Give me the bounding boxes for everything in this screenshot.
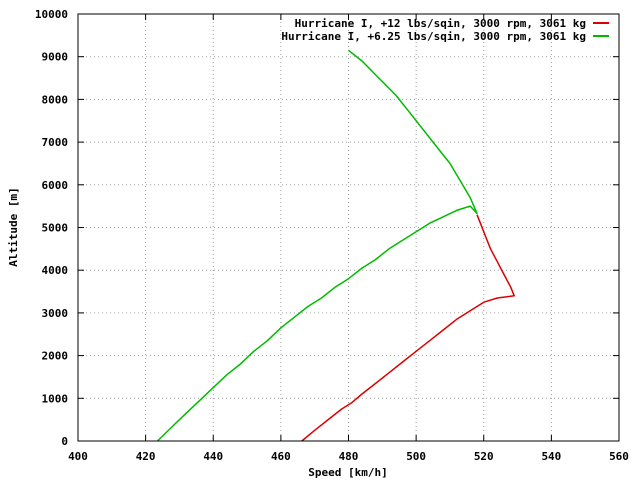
y-tick-label: 2000: [42, 350, 69, 363]
y-axis-label: Altitude [m]: [7, 187, 20, 266]
series-layer: [156, 49, 515, 442]
x-axis-label: Speed [km/h]: [308, 466, 387, 479]
x-tick-label: 420: [136, 450, 156, 463]
y-tick-label: 8000: [42, 93, 69, 106]
x-tick-label: 560: [609, 450, 629, 463]
x-tick-label: 500: [406, 450, 426, 463]
legend-label-2: Hurricane I, +6.25 lbs/sqin, 3000 rpm, 3…: [281, 30, 586, 43]
x-tick-label: 540: [541, 450, 561, 463]
x-tick-label: 460: [271, 450, 291, 463]
y-tick-label: 4000: [42, 264, 69, 277]
y-tick-label: 7000: [42, 136, 69, 149]
x-tick-label: 400: [68, 450, 88, 463]
y-tick-label: 9000: [42, 51, 69, 64]
legend: Hurricane I, +12 lbs/sqin, 3000 rpm, 306…: [281, 17, 609, 43]
axis-ticks: 400 420 440 460 480 500 520 540 560 0 1000 2000 3000…: [35, 8, 629, 463]
y-tick-label: 5000: [42, 222, 69, 235]
series-line-2: [156, 49, 478, 442]
legend-label-1: Hurricane I, +12 lbs/sqin, 3000 rpm, 306…: [295, 17, 586, 30]
y-tick-label: 3000: [42, 307, 69, 320]
y-tick-label: 6000: [42, 179, 69, 192]
y-tick-label: 0: [61, 435, 68, 448]
series-line-1: [301, 214, 515, 442]
x-tick-label: 440: [203, 450, 223, 463]
y-tick-label: 10000: [35, 8, 68, 21]
x-tick-label: 480: [339, 450, 359, 463]
grid: [78, 14, 619, 441]
x-tick-label: 520: [474, 450, 494, 463]
y-tick-label: 1000: [42, 392, 69, 405]
